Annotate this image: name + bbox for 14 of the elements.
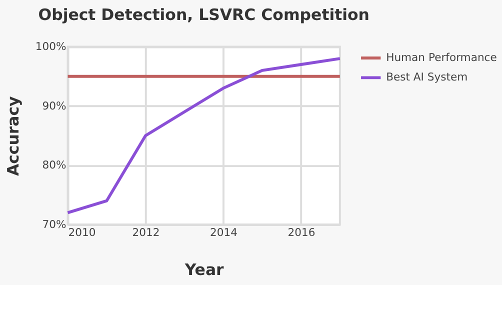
line-series	[66, 57, 342, 214]
y-axis-title: Accuracy	[4, 96, 23, 176]
legend-label: Best AI System	[386, 70, 468, 84]
chart-title: Object Detection, LSVRC Competition	[38, 5, 370, 24]
y-tick-label: 80%	[42, 158, 66, 172]
y-tick-label: 90%	[42, 99, 66, 112]
x-tick-label: 2010	[68, 226, 96, 239]
x-tick-label: 2016	[288, 226, 316, 239]
x-tick-label: 2012	[132, 226, 160, 239]
x-tick-label: 2014	[210, 226, 238, 239]
x-axis-title: Year	[184, 260, 224, 280]
legend-label: Human Performance	[386, 50, 498, 64]
y-tick-label: 100%	[35, 40, 66, 54]
y-tick-label: 70%	[42, 218, 66, 231]
